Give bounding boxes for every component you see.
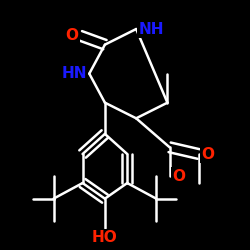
Text: O: O — [201, 146, 214, 162]
Text: NH: NH — [138, 22, 164, 36]
Text: O: O — [65, 28, 78, 43]
Text: HO: HO — [92, 230, 118, 245]
Text: O: O — [172, 169, 185, 184]
Text: HN: HN — [62, 66, 87, 81]
